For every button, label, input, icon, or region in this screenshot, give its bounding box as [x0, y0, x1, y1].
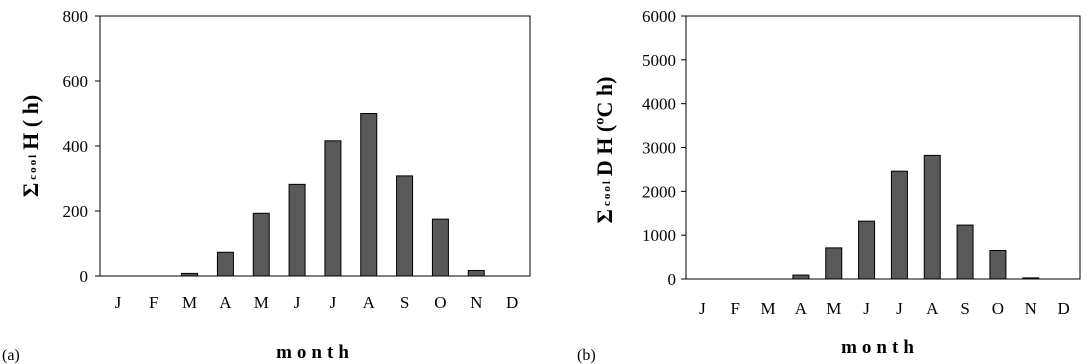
- chart-a-y-tick-label: 200: [63, 202, 89, 221]
- chart-a-y-tick-label: 600: [63, 72, 89, 91]
- chart-a-category-label: S: [400, 293, 409, 312]
- chart-b-y-tick-label: 1000: [642, 226, 676, 245]
- chart-a-y-tick-label: 800: [63, 7, 89, 26]
- chart-b-bar: [858, 220, 876, 280]
- chart-b-bar: [825, 247, 843, 280]
- chart-b-y-tick-label: 4000: [642, 95, 676, 114]
- chart-a-category-label: D: [506, 293, 518, 312]
- chart-b-y-axis-label-main: D H (ºC h): [592, 77, 617, 177]
- chart-b-category-label: J: [699, 299, 706, 318]
- chart-a-bar: [288, 183, 306, 277]
- chart-b-plot-frame: [685, 15, 1081, 280]
- chart-b-bar: [890, 170, 908, 280]
- chart-b-y-ticks: 0 1000 2000 3000 4000 5000 6000: [642, 7, 686, 289]
- chart-a-category-label: F: [149, 293, 158, 312]
- chart-b-bar: [923, 154, 941, 280]
- chart-b-category-label: J: [896, 299, 903, 318]
- chart-a-bar: [360, 113, 378, 277]
- chart-b-category-label: O: [992, 299, 1004, 318]
- chart-b-x-axis-label: month: [841, 337, 919, 358]
- chart-a-category-label: A: [219, 293, 232, 312]
- chart-b-bar: [989, 250, 1007, 280]
- chart-a-bars: [181, 113, 485, 277]
- chart-b-bars: [792, 154, 1040, 280]
- chart-a-bar: [324, 140, 342, 277]
- chart-a-y-axis-label-main: H ( h): [18, 95, 43, 150]
- chart-b-panel-label: (b): [577, 347, 596, 364]
- chart-b-category-label: J: [863, 299, 870, 318]
- chart-a-x-axis-label: month: [276, 342, 354, 363]
- chart-b-bar: [792, 274, 810, 280]
- chart-b-category-label: N: [1025, 299, 1037, 318]
- chart-a-category-label: N: [470, 293, 482, 312]
- chart-b-category-label: S: [960, 299, 969, 318]
- chart-a-bar: [396, 175, 414, 277]
- chart-a-bar: [431, 218, 449, 277]
- chart-a-category-label: J: [294, 293, 301, 312]
- chart-b-y-tick-label: 3000: [642, 139, 676, 158]
- chart-a-y-ticks: 0 200 400 600 800: [63, 7, 100, 286]
- chart-b-category-label: M: [761, 299, 776, 318]
- chart-b-y-axis-label-sub: cool: [601, 179, 613, 206]
- chart-a-y-tick-label: 0: [80, 267, 89, 286]
- chart-b-y-tick-label: 0: [668, 270, 677, 289]
- chart-a-panel-label: (a): [2, 347, 20, 364]
- chart-a-y-axis-label: Σcool H ( h): [18, 95, 43, 197]
- chart-a-category-label: J: [330, 293, 337, 312]
- chart-a-y-axis-label-sigma: Σ: [18, 183, 43, 197]
- chart-a: 0 200 400 600 800 J F M A M J J A S O N D month (a) Σco…: [2, 7, 531, 364]
- chart-b-y-tick-label: 6000: [642, 7, 676, 26]
- chart-b-bar: [956, 224, 974, 280]
- chart-b-y-tick-label: 5000: [642, 51, 676, 70]
- chart-b-y-tick-label: 2000: [642, 182, 676, 201]
- chart-a-y-axis-label-sub: cool: [27, 153, 39, 180]
- chart-a-y-tick-label: 400: [63, 137, 89, 156]
- chart-b-category-label: D: [1057, 299, 1069, 318]
- chart-b-y-axis-label-sigma: Σ: [592, 209, 617, 223]
- chart-b-category-label: A: [795, 299, 808, 318]
- chart-a-category-label: A: [363, 293, 376, 312]
- chart-b-category-label: A: [926, 299, 939, 318]
- chart-b-bar: [1022, 277, 1040, 280]
- chart-a-bar: [252, 212, 270, 277]
- chart-a-bar: [467, 269, 485, 277]
- chart-a-category-label: M: [182, 293, 197, 312]
- chart-a-bar: [216, 251, 234, 277]
- chart-a-bar: [181, 272, 199, 277]
- chart-b-category-label: F: [731, 299, 740, 318]
- chart-b-y-axis-label: Σcool D H (ºC h): [592, 77, 617, 224]
- chart-b-category-label: M: [826, 299, 841, 318]
- chart-a-category-label: O: [434, 293, 446, 312]
- chart-a-category-label: J: [115, 293, 122, 312]
- chart-a-plot-frame: [99, 15, 531, 277]
- chart-a-category-label: M: [254, 293, 269, 312]
